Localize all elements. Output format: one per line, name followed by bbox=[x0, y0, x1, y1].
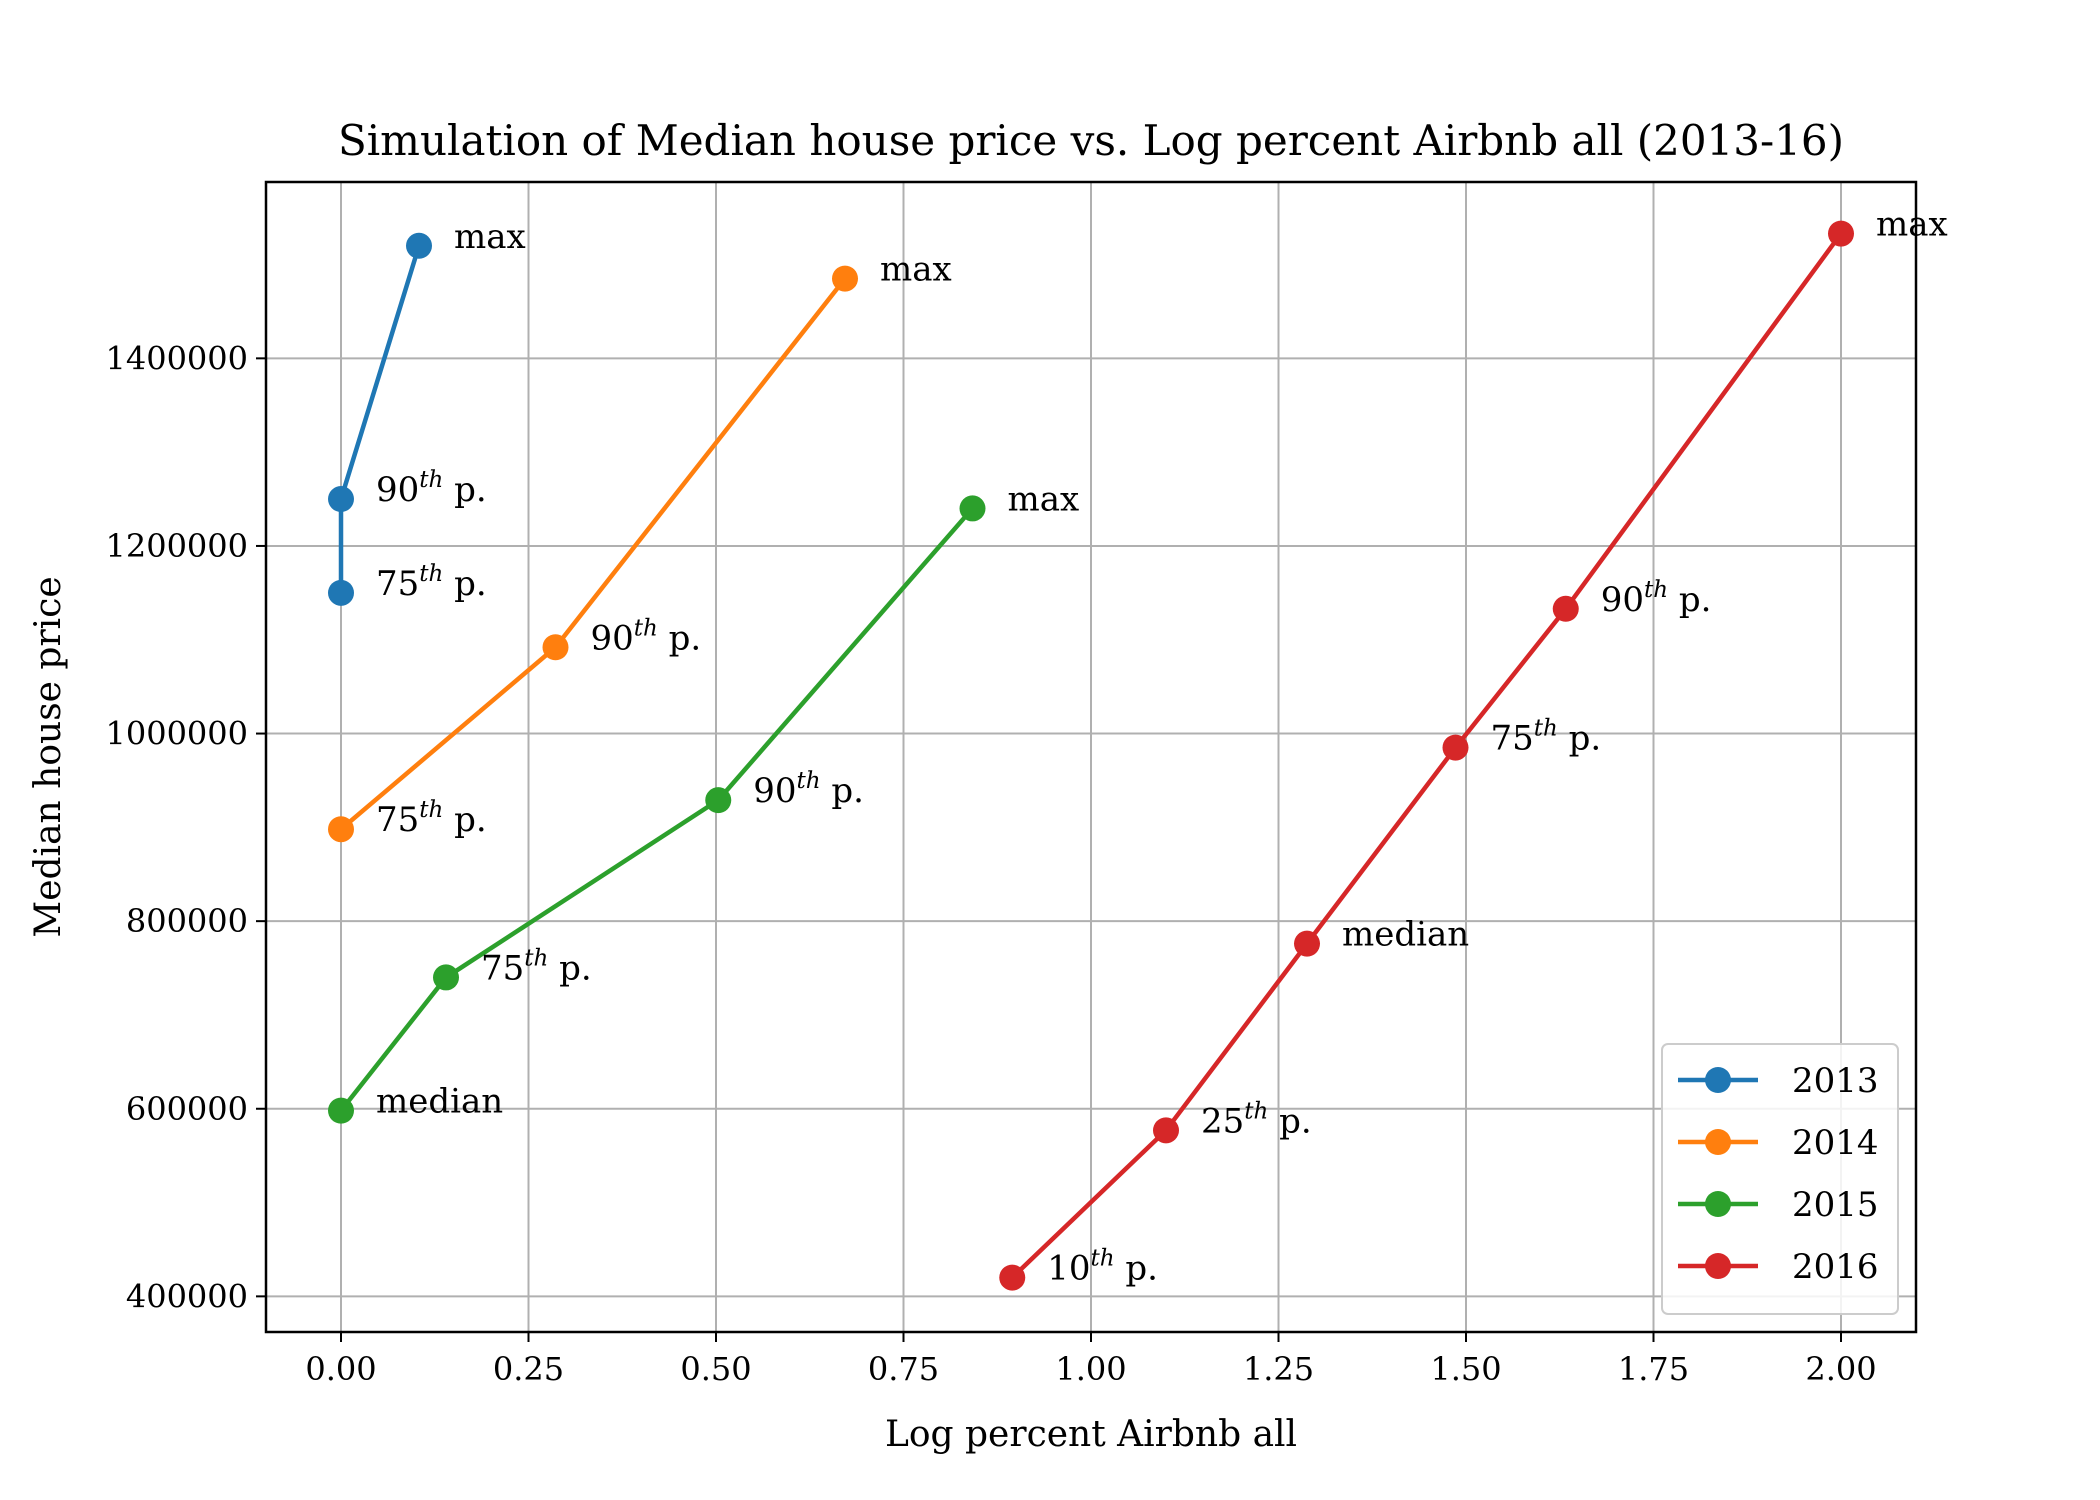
y-tick-label: 400000 bbox=[126, 1277, 248, 1315]
data-point bbox=[1153, 1117, 1179, 1144]
x-tick-label: 0.75 bbox=[868, 1350, 939, 1388]
point-annotation: median bbox=[1342, 915, 1469, 955]
legend-label: 2016 bbox=[1792, 1247, 1879, 1287]
series-line-2013 bbox=[338, 245, 422, 593]
point-annotation: max bbox=[454, 217, 526, 257]
y-axis-label: Median house price bbox=[28, 576, 69, 937]
legend-box bbox=[1661, 1043, 1899, 1315]
series-2016 bbox=[999, 220, 1854, 1291]
series-2013 bbox=[328, 232, 432, 606]
y-tick-label: 1200000 bbox=[105, 527, 248, 565]
data-point bbox=[328, 486, 354, 513]
x-tick-label: 1.25 bbox=[1243, 1350, 1314, 1388]
data-point bbox=[542, 634, 569, 661]
legend-item-2016: 2016 bbox=[1678, 1247, 1879, 1287]
data-point bbox=[328, 1097, 354, 1124]
data-point bbox=[406, 232, 432, 259]
point-annotation: 25th p. bbox=[1201, 1098, 1312, 1141]
x-tick-label: 0.00 bbox=[305, 1350, 376, 1388]
point-annotation: 75th p. bbox=[376, 797, 487, 840]
series-2015 bbox=[328, 495, 986, 1124]
legend: 2013 2014 2015 2016 bbox=[1661, 1043, 1899, 1315]
data-point bbox=[959, 495, 986, 522]
x-tick-label: 1.75 bbox=[1618, 1350, 1689, 1388]
legend-label: 2013 bbox=[1792, 1061, 1879, 1101]
series-line-2015 bbox=[339, 506, 975, 1113]
y-tick-label: 1400000 bbox=[105, 339, 248, 377]
x-tick-label: 1.50 bbox=[1430, 1350, 1501, 1388]
point-annotation: 90th p. bbox=[1601, 577, 1712, 620]
x-axis-label: Log percent Airbnb all bbox=[885, 1414, 1297, 1455]
series-2014 bbox=[328, 265, 858, 843]
point-annotation: 10th p. bbox=[1047, 1246, 1158, 1289]
point-annotation: 75th p. bbox=[481, 945, 592, 988]
y-tick-label: 600000 bbox=[126, 1090, 248, 1128]
data-point bbox=[1442, 734, 1469, 761]
legend-item-2015: 2015 bbox=[1678, 1185, 1879, 1225]
annotations: 75th p. 90th p. max 75th p. 90th p. max median… bbox=[376, 205, 1948, 1289]
data-point bbox=[832, 265, 858, 292]
data-point bbox=[328, 579, 354, 606]
point-annotation: 90th p. bbox=[591, 615, 702, 658]
point-annotation: median bbox=[376, 1082, 503, 1122]
point-annotation: 75th p. bbox=[376, 561, 487, 604]
legend-item-2013: 2013 bbox=[1678, 1061, 1879, 1101]
point-annotation: max bbox=[1008, 479, 1080, 519]
data-point bbox=[705, 787, 732, 814]
data-point bbox=[433, 964, 459, 991]
legend-label: 2015 bbox=[1792, 1185, 1879, 1225]
data-point bbox=[999, 1264, 1026, 1291]
point-annotation: 90th p. bbox=[753, 768, 864, 811]
point-annotation: 90th p. bbox=[376, 467, 487, 510]
legend-swatch-marker bbox=[1705, 1191, 1731, 1217]
point-annotation: max bbox=[1876, 205, 1948, 245]
x-tick-label: 2.00 bbox=[1805, 1350, 1876, 1388]
legend-item-2014: 2014 bbox=[1678, 1123, 1879, 1163]
data-point bbox=[1828, 220, 1854, 247]
series-line-2014 bbox=[339, 277, 847, 831]
y-tick-label: 800000 bbox=[126, 902, 248, 940]
x-tick-label: 0.50 bbox=[680, 1350, 751, 1388]
data-point bbox=[1552, 595, 1579, 622]
y-tick-label: 1000000 bbox=[105, 715, 248, 753]
data-point bbox=[1294, 930, 1320, 957]
series-layer bbox=[328, 220, 1854, 1291]
point-annotation: max bbox=[880, 250, 952, 290]
data-point bbox=[328, 816, 354, 843]
legend-swatch-marker bbox=[1705, 1253, 1731, 1279]
x-tick-label: 0.25 bbox=[493, 1350, 564, 1388]
grid bbox=[266, 182, 1916, 1332]
axis-ticks: 0.00 0.25 0.50 0.75 1.00 1.25 1.50 1.75 2.00 4000… bbox=[105, 339, 1876, 1388]
chart-title: Simulation of Median house price vs. Log… bbox=[338, 116, 1844, 165]
x-tick-label: 1.00 bbox=[1055, 1350, 1126, 1388]
legend-swatch-marker bbox=[1705, 1129, 1731, 1155]
legend-swatch-marker bbox=[1705, 1067, 1731, 1093]
point-annotation: 75th p. bbox=[1491, 716, 1602, 759]
legend-label: 2014 bbox=[1792, 1123, 1879, 1163]
series-line-2016 bbox=[1010, 232, 1843, 1280]
